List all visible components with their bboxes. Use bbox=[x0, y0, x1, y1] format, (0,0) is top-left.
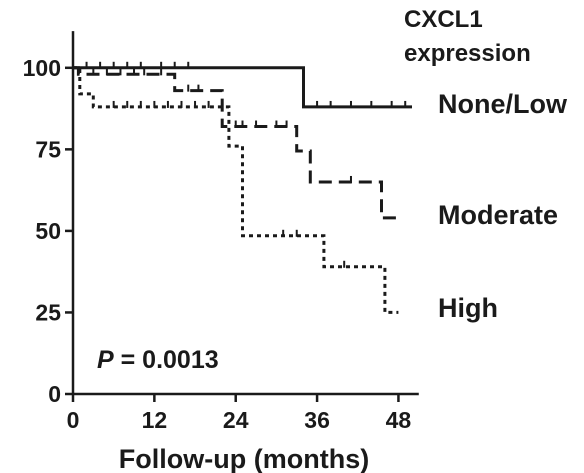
axes bbox=[71, 31, 419, 396]
x-tick-label-0: 0 bbox=[67, 407, 80, 433]
x-tick-label-24: 24 bbox=[223, 407, 249, 433]
survival-curves bbox=[73, 61, 412, 314]
y-tick-label-50: 50 bbox=[35, 218, 61, 244]
x-axis-title: Follow-up (months) bbox=[119, 444, 369, 473]
p-value-annotation: P = 0.0013 bbox=[97, 346, 219, 374]
p-value-text: = 0.0013 bbox=[114, 346, 219, 374]
legend-entry-moderate: Moderate bbox=[438, 200, 558, 230]
legend-entry-high: High bbox=[438, 293, 498, 323]
legend-title-line-2: expression bbox=[404, 40, 531, 67]
x-tick-label-36: 36 bbox=[304, 407, 330, 433]
y-tick-label-100: 100 bbox=[23, 55, 61, 81]
ticks: 0 25 50 75 100 0 12 24 36 48 bbox=[23, 55, 412, 433]
y-tick-label-0: 0 bbox=[48, 381, 61, 407]
curve-high bbox=[73, 66, 399, 314]
y-tick-label-25: 25 bbox=[35, 299, 61, 325]
y-tick-label-75: 75 bbox=[35, 136, 61, 162]
legend-title-line-1: CXCL1 bbox=[404, 6, 483, 33]
legend-entry-none-low: None/Low bbox=[438, 89, 568, 119]
x-tick-label-12: 12 bbox=[142, 407, 168, 433]
p-value-symbol: P bbox=[97, 346, 114, 374]
curve-moderate bbox=[73, 66, 402, 220]
curve-none-low bbox=[73, 66, 412, 109]
x-tick-label-48: 48 bbox=[386, 407, 412, 433]
